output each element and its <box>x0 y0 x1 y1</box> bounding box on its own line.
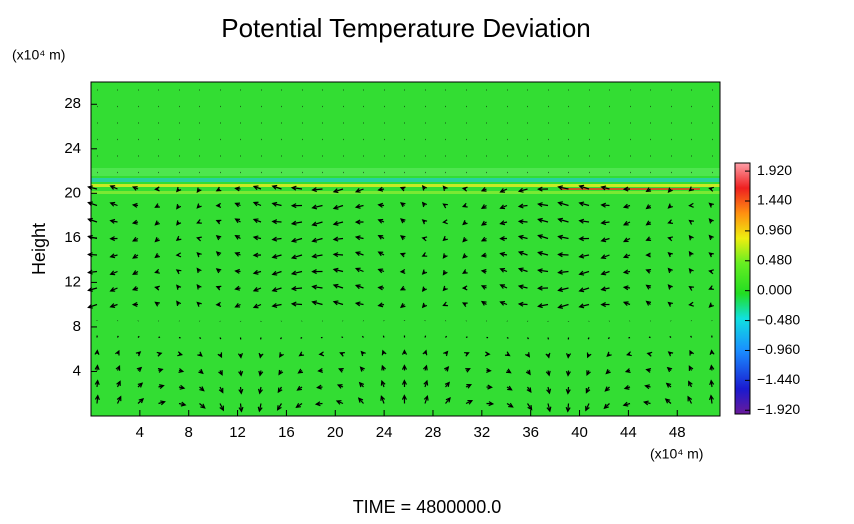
colorbar-tick-label: −0.960 <box>757 341 800 357</box>
x-tick-label: 20 <box>327 424 344 441</box>
wind-vector <box>608 338 609 339</box>
wind-vector <box>342 337 343 338</box>
y-tick-label: 24 <box>64 140 81 157</box>
y-tick-label: 12 <box>64 273 81 290</box>
x-tick-label: 16 <box>278 424 295 441</box>
colorbar-tick-label: 0.480 <box>757 251 792 267</box>
colorbar-tick-label: −1.440 <box>757 371 800 387</box>
x-tick-label: 48 <box>669 424 686 441</box>
x-tick-label: 8 <box>185 424 193 441</box>
wind-vector <box>507 338 508 339</box>
wind-vector <box>588 338 589 340</box>
footer: TIME = 4800000.0 <box>353 497 502 517</box>
x-tick-label: 32 <box>473 424 490 441</box>
field-band <box>91 184 720 187</box>
y-tick-label: 20 <box>64 184 81 201</box>
y-tick-label: 28 <box>64 95 81 112</box>
y-unit-label: (x10⁴ m) <box>12 47 65 63</box>
x-tick-label: 36 <box>522 424 539 441</box>
wind-vector <box>220 338 221 340</box>
colorbar-tick-label: 0.000 <box>757 281 792 297</box>
x-tick-label: 4 <box>136 424 144 441</box>
y-axis-label: Height <box>29 223 49 275</box>
wind-vector <box>138 336 139 337</box>
y-tick-label: 16 <box>64 229 81 246</box>
colorbar-tick-label: 0.960 <box>757 222 792 238</box>
wind-vector <box>670 336 671 337</box>
wind-vector <box>200 338 201 339</box>
colorbar-tick-label: 1.920 <box>757 162 792 178</box>
colorbar-tick-label: −0.480 <box>757 311 800 327</box>
colorbar-tick-label: 1.440 <box>757 192 792 208</box>
x-tick-label: 44 <box>620 424 637 441</box>
field-band <box>91 168 720 176</box>
wind-vector <box>425 336 426 338</box>
wind-vector <box>528 338 529 339</box>
wind-vector <box>466 337 467 338</box>
chart-title: Potential Temperature Deviation <box>221 13 591 43</box>
x-tick-label: 12 <box>229 424 246 441</box>
x-unit-label: (x10⁴ m) <box>650 446 703 462</box>
colorbar-tick-label: −1.920 <box>757 401 800 417</box>
wind-vector <box>281 338 282 340</box>
field-band <box>91 178 720 182</box>
wind-vector <box>118 336 119 338</box>
y-tick-label: 8 <box>73 318 81 335</box>
x-tick-label: 24 <box>376 424 393 441</box>
wind-vector <box>301 338 302 339</box>
wind-vector <box>383 336 384 338</box>
x-tick-label: 40 <box>571 424 588 441</box>
field-band <box>91 191 720 194</box>
field-background <box>91 82 720 416</box>
y-tick-label: 4 <box>73 362 81 379</box>
wind-vector <box>691 336 692 338</box>
x-tick-label: 28 <box>425 424 442 441</box>
